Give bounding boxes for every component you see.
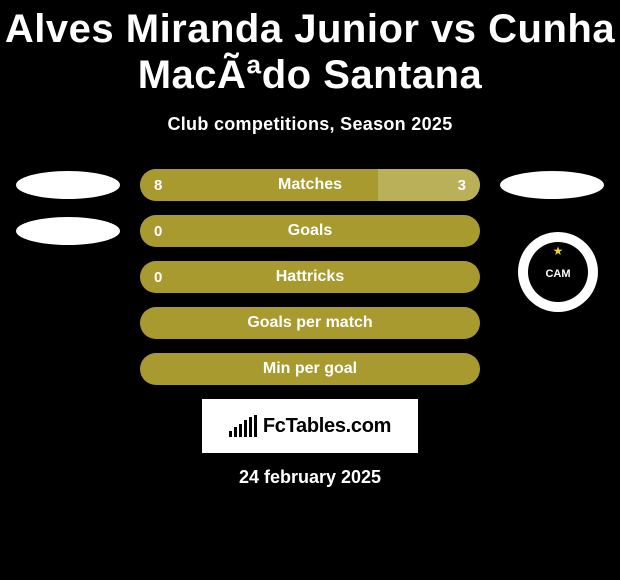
stat-label: Min per goal	[140, 360, 480, 378]
player-left-oval	[16, 217, 120, 245]
club-badge-inner: ★ CAM	[528, 242, 588, 302]
comparison-row: Goals per match	[0, 307, 620, 339]
stat-value-left: 0	[154, 269, 162, 286]
spacer	[16, 263, 120, 291]
stat-bar: Goals0	[140, 215, 480, 247]
stat-bar: Matches8 3	[140, 169, 480, 201]
logo-bars-icon	[229, 415, 257, 437]
spacer	[16, 355, 120, 383]
comparison-row: Goals0	[0, 215, 620, 247]
stat-label: Hattricks	[140, 268, 480, 286]
spacer	[500, 309, 604, 337]
stat-label: Goals per match	[140, 314, 480, 332]
club-abbrev: CAM	[545, 268, 570, 280]
player-right-oval	[500, 171, 604, 199]
comparison-row: Matches8 3	[0, 169, 620, 201]
stat-value-left: 0	[154, 223, 162, 240]
subtitle: Club competitions, Season 2025	[0, 114, 620, 135]
stat-bar: Hattricks0	[140, 261, 480, 293]
club-badge: ★ CAM	[518, 232, 598, 312]
logo-text: FcTables.com	[263, 415, 391, 438]
fctables-logo: FcTables.com	[202, 399, 418, 453]
stat-bar: Min per goal	[140, 353, 480, 385]
stat-value-right: 3	[458, 177, 466, 194]
star-icon: ★	[553, 244, 564, 258]
page-title: Alves Miranda Junior vs Cunha MacÃªdo Sa…	[0, 0, 620, 98]
player-left-oval	[16, 171, 120, 199]
date-label: 24 february 2025	[0, 467, 620, 488]
stat-label: Matches	[140, 176, 480, 194]
stat-value-left: 8	[154, 177, 162, 194]
stat-bar: Goals per match	[140, 307, 480, 339]
spacer	[16, 309, 120, 337]
comparison-row: Min per goal	[0, 353, 620, 385]
stat-label: Goals	[140, 222, 480, 240]
spacer	[500, 355, 604, 383]
